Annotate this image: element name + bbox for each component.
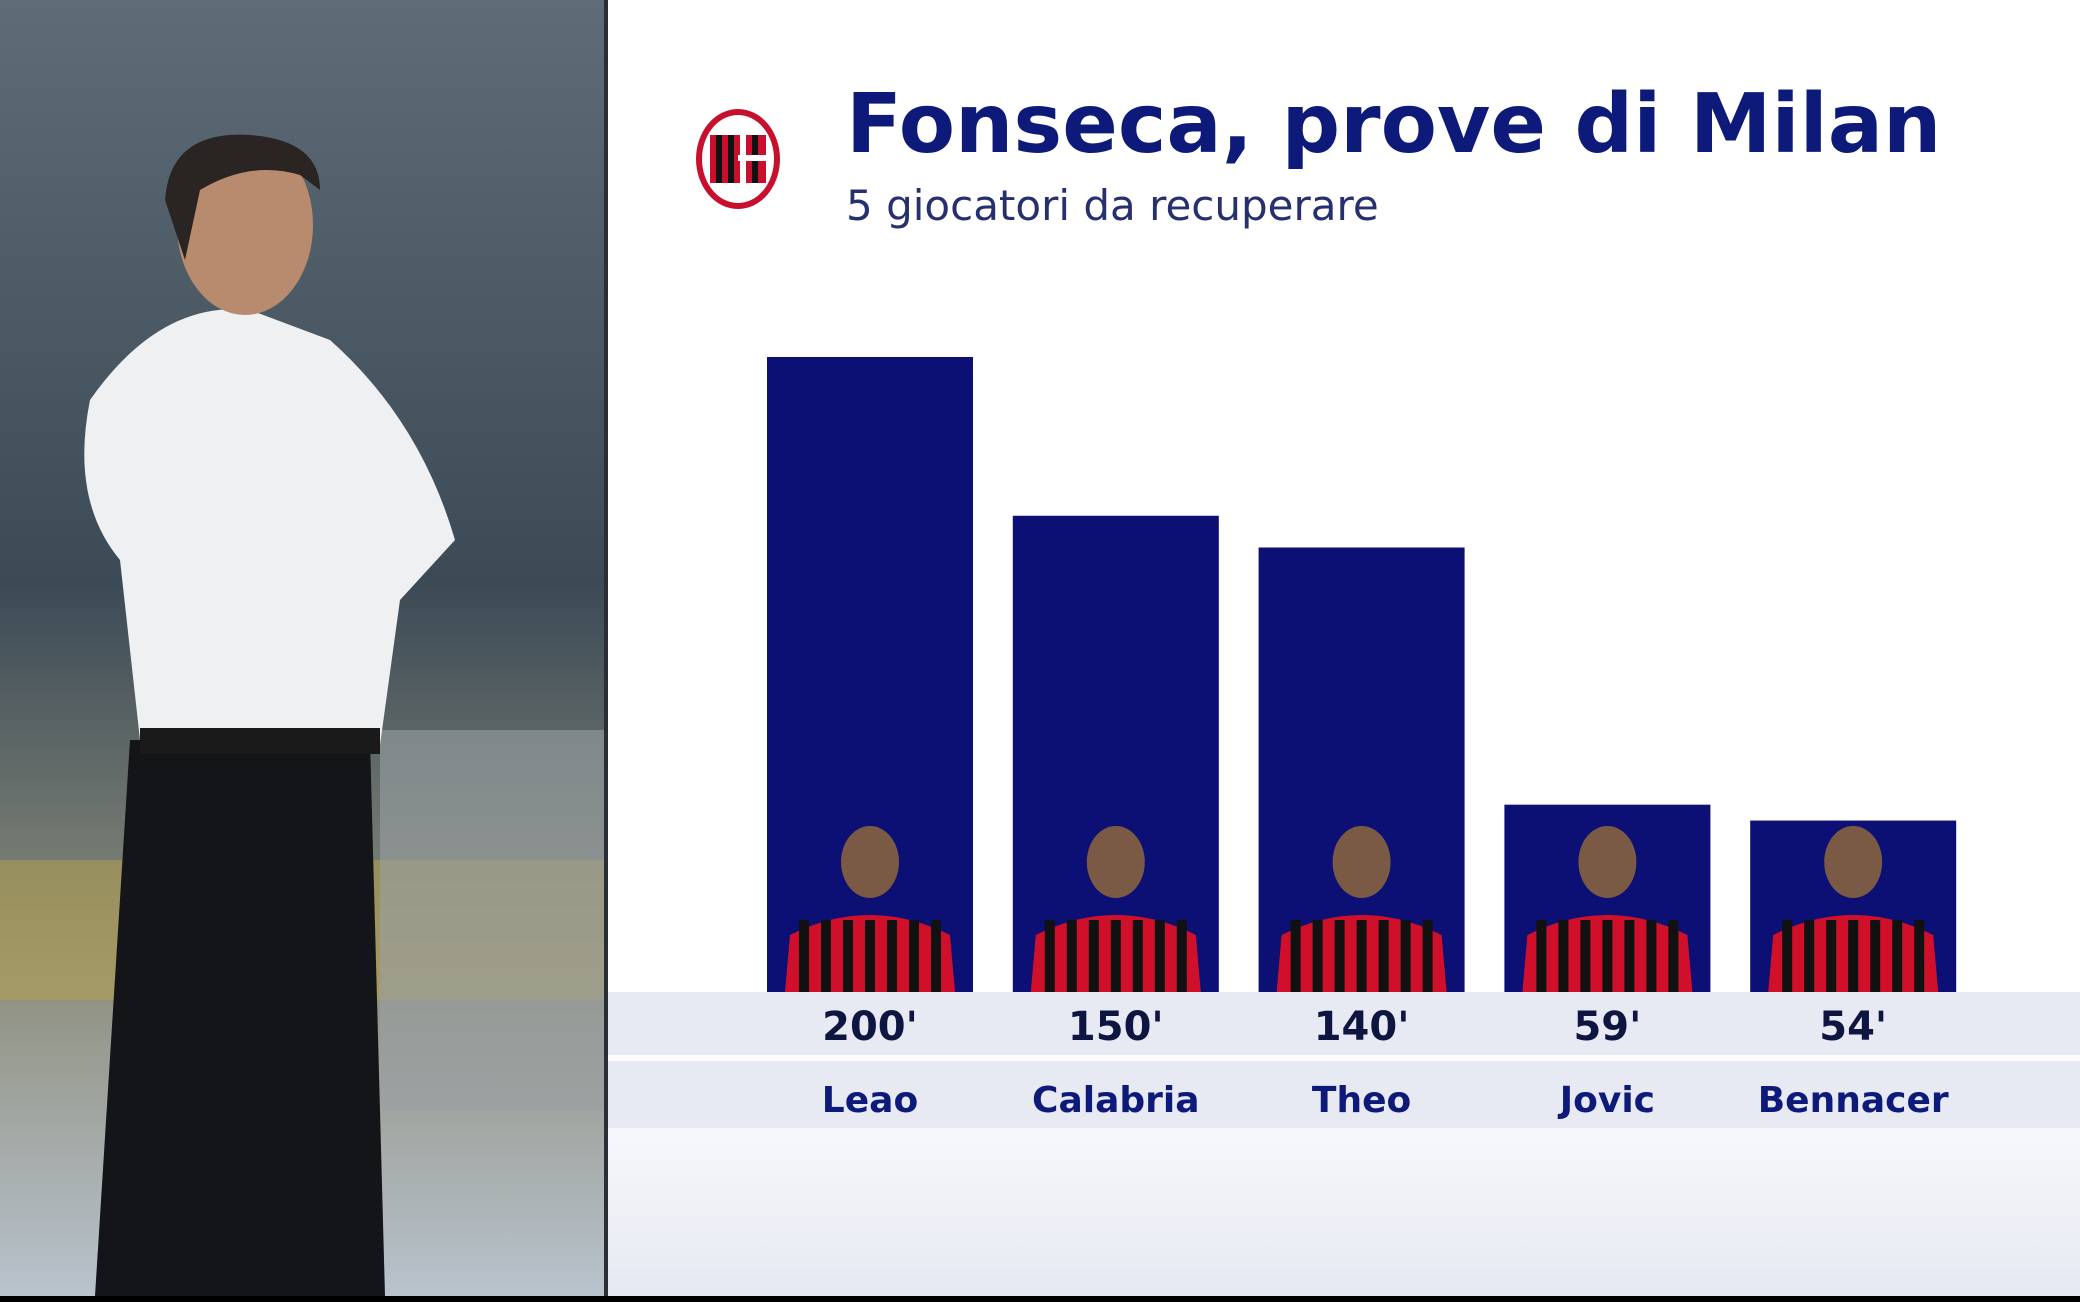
shirt-stripe	[843, 920, 853, 992]
shirt-stripe	[1176, 920, 1187, 992]
player-photo	[785, 826, 955, 992]
shirt-stripe	[1668, 920, 1679, 992]
shirt-stripe	[1602, 920, 1613, 992]
category-label: Jovic	[1557, 1080, 1655, 1121]
value-label: 59'	[1573, 1004, 1641, 1050]
shirt-stripe	[1110, 920, 1121, 992]
chart-title: Fonseca, prove di Milan	[846, 77, 1941, 172]
photo-panel	[0, 0, 604, 1296]
shirt-stripe	[1312, 920, 1323, 992]
player-head	[1086, 826, 1145, 898]
player-head	[841, 826, 899, 898]
shirt-stripe	[1044, 920, 1055, 992]
shirt-stripe	[1066, 920, 1077, 992]
shirt-stripe	[1088, 920, 1099, 992]
player-photo	[1522, 826, 1693, 992]
category-label: Leao	[822, 1080, 918, 1121]
bottom-border	[0, 1296, 2080, 1302]
shirt-stripe	[1892, 920, 1903, 992]
value-label: 54'	[1819, 1004, 1887, 1050]
category-label: Bennacer	[1758, 1080, 1949, 1121]
shirt-stripe	[1624, 920, 1635, 992]
shirt-stripe	[1646, 920, 1657, 992]
player-photo	[1030, 826, 1201, 992]
value-label: 200'	[822, 1004, 918, 1050]
shirt-stripe	[865, 920, 875, 992]
shirt-stripe	[1334, 920, 1345, 992]
shirt-stripe	[931, 920, 941, 992]
shirt-stripe	[1154, 920, 1165, 992]
shirt-stripe	[1848, 920, 1859, 992]
divider	[604, 0, 608, 1296]
category-label: Theo	[1312, 1080, 1411, 1121]
shirt-stripe	[1422, 920, 1433, 992]
shirt-stripe	[887, 920, 897, 992]
shirt-stripe	[1870, 920, 1881, 992]
shirt-stripe	[1400, 920, 1411, 992]
player-photo	[1768, 826, 1939, 992]
shirt-stripe	[1580, 920, 1591, 992]
shirt-stripe	[1782, 920, 1793, 992]
shirt-stripe	[1914, 920, 1925, 992]
shirt-stripe	[1290, 920, 1301, 992]
player-photo	[1276, 826, 1447, 992]
club-logo	[696, 109, 780, 209]
category-label: Calabria	[1032, 1080, 1200, 1121]
shirt-stripe	[1132, 920, 1143, 992]
shirt-stripe	[909, 920, 919, 992]
shirt-stripe	[1378, 920, 1389, 992]
chart-subtitle: 5 giocatori da recuperare	[846, 181, 1379, 230]
shirt-stripe	[1356, 920, 1367, 992]
shirt-stripe	[821, 920, 831, 992]
shirt-stripe	[1536, 920, 1547, 992]
value-strip	[608, 992, 2080, 1055]
shirt-stripe	[1558, 920, 1569, 992]
player-head	[1578, 826, 1637, 898]
shirt-stripe	[799, 920, 809, 992]
value-label: 140'	[1314, 1004, 1410, 1050]
shirt-stripe	[1804, 920, 1815, 992]
shirt-stripe	[1826, 920, 1837, 992]
player-head	[1824, 826, 1883, 898]
bar	[1012, 515, 1219, 992]
value-label: 150'	[1068, 1004, 1164, 1050]
name-strip	[608, 1061, 2080, 1128]
player-head	[1332, 826, 1391, 898]
